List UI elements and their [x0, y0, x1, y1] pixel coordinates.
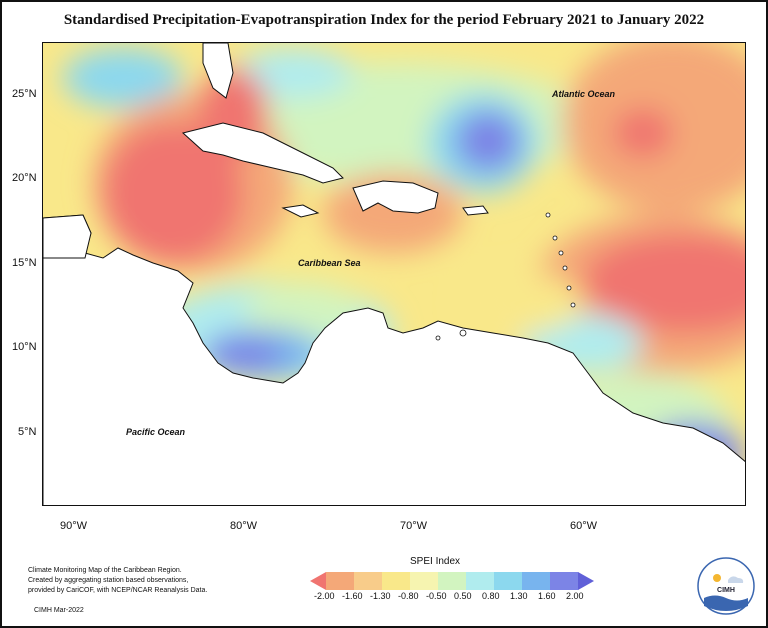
yucatan: [43, 214, 92, 259]
cimh-logo: CIMH: [697, 557, 755, 615]
cuba: [181, 122, 344, 184]
legend-tick-label: 2.00: [566, 591, 584, 601]
lon-label-80w: 80°W: [230, 520, 258, 532]
legend-swatch: [522, 572, 551, 590]
logo-text: CIMH: [717, 587, 735, 594]
pacific-ocean-label: Pacific Ocean: [126, 427, 186, 437]
credit: CIMH Mar-2022: [34, 607, 84, 614]
legend-swatch: [438, 572, 467, 590]
legend-swatch: [354, 572, 383, 590]
legend-swatch: [550, 572, 579, 590]
legend-tick-label: 1.60: [538, 591, 556, 601]
legend-tick-label: -2.00: [314, 591, 335, 601]
land-masses: [43, 43, 745, 505]
legend-colorbar: [310, 572, 594, 590]
atlantic-ocean-label: Atlantic Ocean: [552, 89, 616, 99]
legend-tick-label: 1.30: [510, 591, 528, 601]
note-line-2: Created by aggregating station based obs…: [28, 577, 189, 584]
legend-swatch: [466, 572, 495, 590]
legend-swatch: [382, 572, 411, 590]
sun-icon: [713, 574, 721, 582]
map-title: Standardised Precipitation-Evapotranspir…: [63, 12, 705, 28]
mainland-americas: [43, 214, 745, 505]
note-line-3: provided by CariCOF, with NCEP/NCAR Rean…: [28, 587, 208, 594]
note-line-1: Climate Monitoring Map of the Caribbean …: [28, 567, 182, 574]
lat-label-10n: 10°N: [12, 341, 37, 353]
legend-tick-label: -0.80: [398, 591, 419, 601]
legend-tick-label: 0.50: [454, 591, 472, 601]
legend-tick-label: -0.50: [426, 591, 447, 601]
small-islands: [435, 212, 576, 341]
caribbean-sea-label: Caribbean Sea: [298, 258, 361, 268]
legend-swatch: [410, 572, 439, 590]
lat-label-15n: 15°N: [12, 257, 37, 269]
lat-label-20n: 20°N: [12, 172, 37, 184]
legend-title: SPEI Index: [410, 556, 461, 567]
legend-swatch: [326, 572, 355, 590]
legend-arrow-high: [578, 572, 594, 590]
puerto-rico: [462, 205, 489, 216]
lat-label-25n: 25°N: [12, 88, 37, 100]
jamaica: [281, 204, 320, 218]
florida: [202, 43, 234, 99]
hispaniola: [352, 180, 439, 214]
lon-label-60w: 60°W: [570, 520, 598, 532]
legend-tick-label: -1.30: [370, 591, 391, 601]
legend-arrow-low: [310, 572, 326, 590]
lon-label-70w: 70°W: [400, 520, 428, 532]
legend-swatch: [494, 572, 523, 590]
lat-label-5n: 5°N: [18, 426, 37, 438]
map-canvas: [43, 43, 745, 505]
legend-tick-label: 0.80: [482, 591, 500, 601]
spei-map: [42, 42, 746, 506]
legend-tick-label: -1.60: [342, 591, 363, 601]
wave-icon: [704, 595, 748, 611]
cloud-icon: [728, 576, 744, 583]
lon-label-90w: 90°W: [60, 520, 88, 532]
